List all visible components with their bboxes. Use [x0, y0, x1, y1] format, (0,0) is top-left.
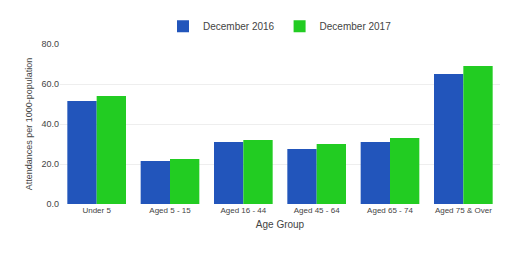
svg-text:0.0: 0.0 — [46, 199, 59, 209]
svg-text:Age Group: Age Group — [256, 219, 305, 230]
svg-text:80.0: 80.0 — [41, 39, 59, 49]
svg-text:60.0: 60.0 — [41, 79, 59, 89]
svg-text:December 2016: December 2016 — [203, 21, 275, 32]
svg-text:Under 5: Under 5 — [82, 206, 111, 215]
svg-text:20.0: 20.0 — [41, 159, 59, 169]
svg-text:December 2017: December 2017 — [320, 21, 392, 32]
svg-text:Aged 16 - 44: Aged 16 - 44 — [220, 206, 266, 215]
svg-text:Attendances per 1000-populatio: Attendances per 1000-population — [24, 58, 34, 191]
svg-text:Aged 5 - 15: Aged 5 - 15 — [149, 206, 191, 215]
svg-text:Aged 45 - 64: Aged 45 - 64 — [294, 206, 340, 215]
svg-text:Aged 75 & Over: Aged 75 & Over — [435, 206, 492, 215]
svg-text:40.0: 40.0 — [41, 119, 59, 129]
svg-text:Aged 65 - 74: Aged 65 - 74 — [367, 206, 413, 215]
